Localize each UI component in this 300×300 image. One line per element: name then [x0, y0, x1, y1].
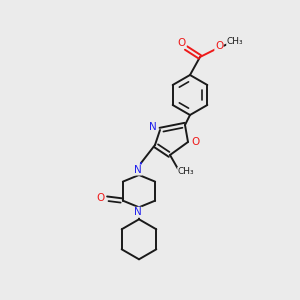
Text: CH₃: CH₃	[178, 167, 194, 176]
Text: O: O	[191, 137, 199, 147]
Text: N: N	[134, 165, 142, 175]
Text: N: N	[134, 207, 142, 217]
Text: O: O	[178, 38, 186, 48]
Text: O: O	[215, 41, 223, 51]
Text: O: O	[97, 193, 105, 203]
Text: CH₃: CH₃	[227, 38, 243, 46]
Text: N: N	[149, 122, 157, 132]
